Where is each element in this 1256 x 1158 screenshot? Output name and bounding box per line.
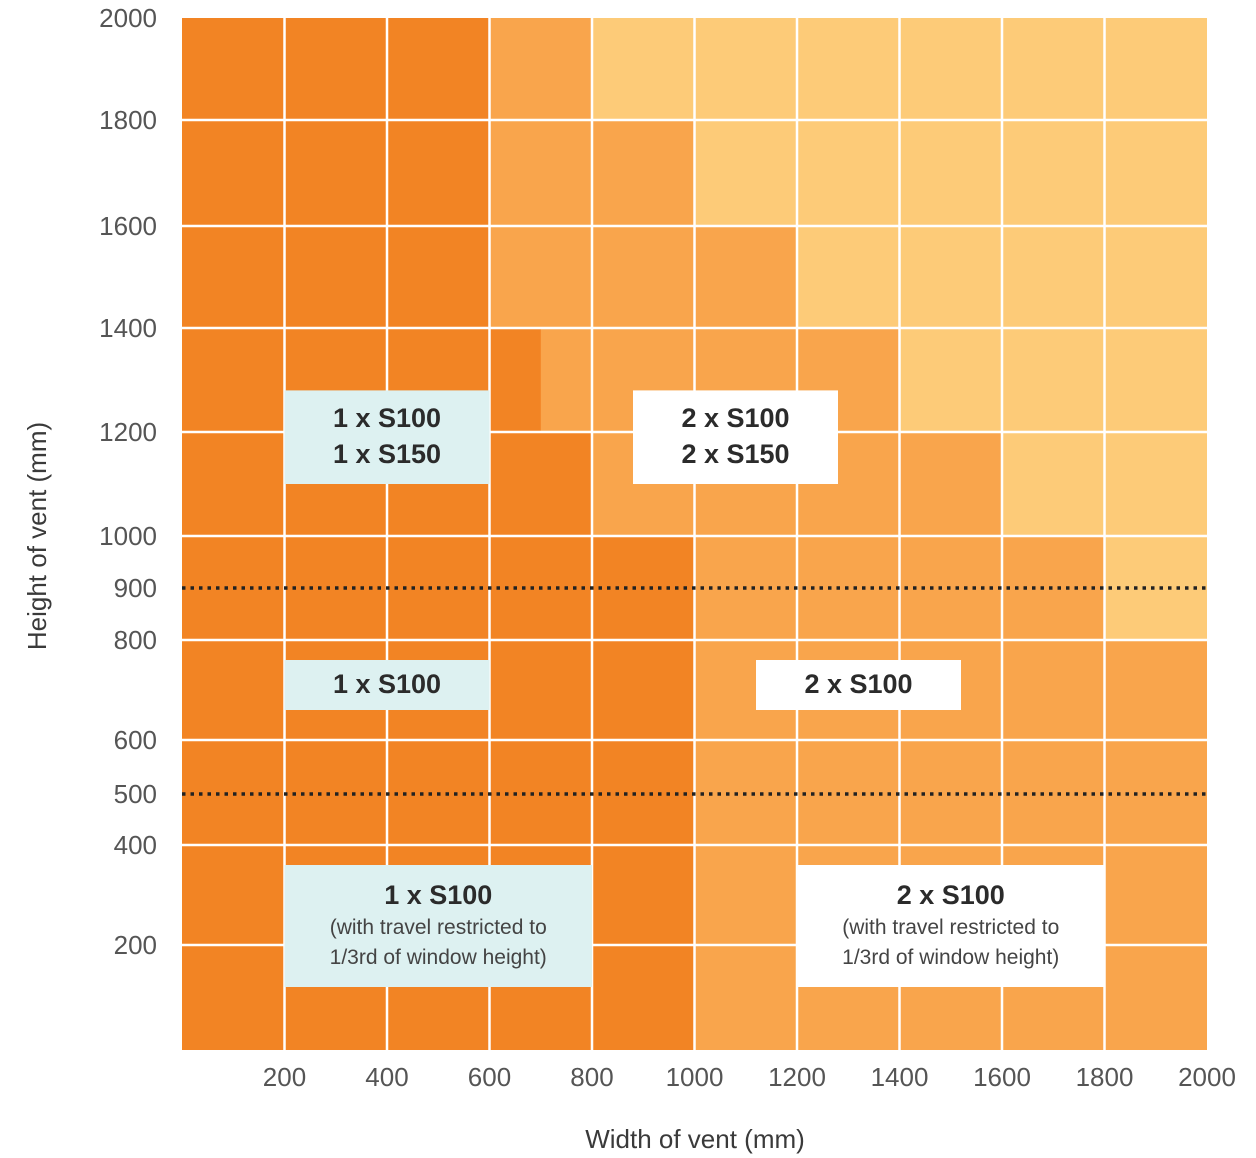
annotation-box — [284, 865, 592, 987]
x-tick-label: 1200 — [768, 1062, 826, 1092]
y-tick-label: 1800 — [99, 105, 157, 135]
y-tick-label: 1000 — [99, 521, 157, 551]
x-tick-label: 600 — [468, 1062, 511, 1092]
x-tick-label: 1400 — [871, 1062, 929, 1092]
annotation-label: 2 x S100 — [804, 669, 912, 699]
y-tick-label: 400 — [114, 830, 157, 860]
y-tick-label: 500 — [114, 779, 157, 809]
annotation-note: (with travel restricted to — [330, 916, 547, 939]
annotation-box — [284, 660, 490, 710]
x-axis-title: Width of vent (mm) — [585, 1124, 805, 1154]
annotation-label: 1 x S100 — [333, 669, 441, 699]
annotation-label: 1 x S150 — [333, 439, 441, 469]
annotation-note: 1/3rd of window height) — [330, 946, 547, 969]
annotation-box — [633, 390, 838, 484]
annotation-box — [756, 660, 961, 710]
y-tick-label: 1600 — [99, 211, 157, 241]
y-tick-label: 600 — [114, 725, 157, 755]
annotation-box — [284, 390, 490, 484]
annotation-note: 1/3rd of window height) — [842, 946, 1059, 969]
annotation-label: 2 x S100 — [681, 403, 789, 433]
y-tick-label: 900 — [114, 573, 157, 603]
y-tick-label: 800 — [114, 625, 157, 655]
annotation-label: 2 x S150 — [681, 439, 789, 469]
annotation-label: 1 x S100 — [384, 880, 492, 910]
annotation-box — [797, 865, 1105, 987]
y-tick-label: 1200 — [99, 417, 157, 447]
annotation-label: 2 x S100 — [897, 880, 1005, 910]
y-tick-label: 200 — [114, 930, 157, 960]
x-tick-label: 200 — [263, 1062, 306, 1092]
y-axis-title: Height of vent (mm) — [22, 422, 52, 650]
region-medium — [489, 18, 1207, 1050]
annotation-label: 1 x S100 — [333, 403, 441, 433]
x-tick-label: 800 — [570, 1062, 613, 1092]
y-tick-label: 1400 — [99, 313, 157, 343]
x-tick-label: 1600 — [973, 1062, 1031, 1092]
y-tick-label: 2000 — [99, 3, 157, 33]
annotation-note: (with travel restricted to — [842, 916, 1059, 939]
x-tick-label: 1000 — [666, 1062, 724, 1092]
x-tick-label: 1800 — [1076, 1062, 1134, 1092]
x-tick-label: 2000 — [1178, 1062, 1236, 1092]
x-tick-label: 400 — [365, 1062, 408, 1092]
